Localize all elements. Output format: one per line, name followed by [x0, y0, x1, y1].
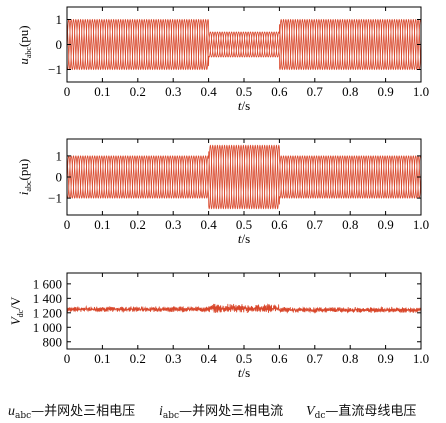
x-tick-label: 0.4	[200, 351, 217, 366]
x-tick-label: 0.8	[342, 217, 358, 232]
x-tick-label: 0	[64, 351, 71, 366]
x-tick-label: 0.3	[165, 217, 181, 232]
caption-current-symbol: i	[159, 404, 163, 419]
x-tick-label: 0.9	[377, 351, 393, 366]
caption-voltage-symbol: u	[8, 404, 15, 419]
x-tick-label: 0.7	[307, 351, 324, 366]
y-axis-label: iabc(pu)	[16, 159, 33, 195]
x-tick-label: 0.5	[236, 84, 252, 99]
caption-voltage-desc: —并网处三相电压	[31, 404, 136, 419]
figure: 0 0.1 0.2 0.3 0.4 0.5 0.6 0.7 0.8 0.9 1.010−1t/sua…	[8, 6, 429, 380]
caption-dc-symbol: V	[306, 404, 315, 419]
x-tick-label: 1.0	[413, 351, 429, 366]
x-tick-label: 0.3	[165, 351, 181, 366]
y-tick-label: −1	[48, 62, 62, 77]
caption-current-desc: —并网处三相电流	[179, 404, 284, 419]
x-tick-label: 0.6	[271, 351, 288, 366]
x-tick-label: 0.4	[200, 217, 217, 232]
x-tick-label: 1.0	[413, 217, 429, 232]
series-line-phase-1	[67, 18, 421, 71]
caption-dc-subscript: dc	[314, 411, 326, 421]
y-tick-label: 1 600	[33, 276, 62, 291]
x-tick-label: 0.1	[94, 351, 110, 366]
x-tick-label: 0.7	[307, 217, 324, 232]
caption-voltage: uabc—并网处三相电压	[8, 400, 135, 421]
x-tick-label: 0.4	[200, 84, 217, 99]
chart-voltage: 0 0.1 0.2 0.3 0.4 0.5 0.6 0.7 0.8 0.9 1.010−1t/sua…	[16, 6, 429, 113]
y-axis-label: Vdc/V	[8, 296, 25, 325]
x-axis-label: t/s	[238, 231, 250, 246]
series-line-phase-2	[67, 144, 421, 210]
y-axis-label: uabc(pu)	[16, 25, 33, 64]
y-tick-label: −1	[48, 191, 62, 206]
y-tick-label: 1 200	[33, 305, 62, 320]
y-tick-label: 1 000	[33, 320, 62, 335]
x-tick-label: 0.2	[130, 351, 146, 366]
chart-current: 0 0.1 0.2 0.3 0.4 0.5 0.6 0.7 0.8 0.9 1.010−1t/sia…	[16, 138, 429, 246]
x-tick-label: 0	[64, 217, 71, 232]
x-tick-label: 1.0	[413, 84, 429, 99]
y-tick-label: 0	[56, 37, 63, 52]
y-tick-label: 1	[56, 12, 63, 27]
x-tick-label: 0.6	[271, 84, 288, 99]
series-line-phase-3	[67, 144, 421, 210]
y-tick-label: 1	[56, 148, 63, 163]
caption-dc-voltage: Vdc—直流母线电压	[306, 400, 416, 421]
caption-current: iabc—并网处三相电流	[159, 400, 283, 421]
caption-current-subscript: abc	[162, 411, 180, 421]
y-tick-label: 1 400	[33, 291, 62, 306]
figure-caption: uabc—并网处三相电压 iabc—并网处三相电流 Vdc—直流母线电压	[0, 397, 446, 421]
x-tick-label: 0.2	[130, 217, 146, 232]
x-tick-label: 0.3	[165, 84, 181, 99]
caption-dc-desc: —直流母线电压	[325, 404, 417, 419]
x-tick-label: 0.5	[236, 217, 252, 232]
series-line-phase-3	[67, 18, 421, 71]
series-line-phase-2	[67, 18, 421, 71]
series-line-phase-1	[67, 144, 421, 210]
x-tick-label: 0.7	[307, 84, 324, 99]
caption-voltage-subscript: abc	[15, 411, 32, 421]
x-tick-label: 0.1	[94, 217, 110, 232]
x-tick-label: 0.8	[342, 351, 358, 366]
y-tick-label: 800	[43, 334, 63, 349]
series-line-dc	[67, 303, 421, 314]
x-axis-label: t/s	[238, 98, 250, 113]
x-tick-label: 0.2	[130, 84, 146, 99]
x-tick-label: 0.5	[236, 351, 252, 366]
x-tick-label: 0	[64, 84, 71, 99]
x-tick-label: 0.9	[377, 84, 393, 99]
y-tick-label: 0	[56, 170, 63, 185]
x-tick-label: 0.6	[271, 217, 288, 232]
x-tick-label: 0.9	[377, 217, 393, 232]
x-tick-label: 0.1	[94, 84, 110, 99]
x-tick-label: 0.8	[342, 84, 358, 99]
x-axis-label: t/s	[238, 365, 250, 380]
